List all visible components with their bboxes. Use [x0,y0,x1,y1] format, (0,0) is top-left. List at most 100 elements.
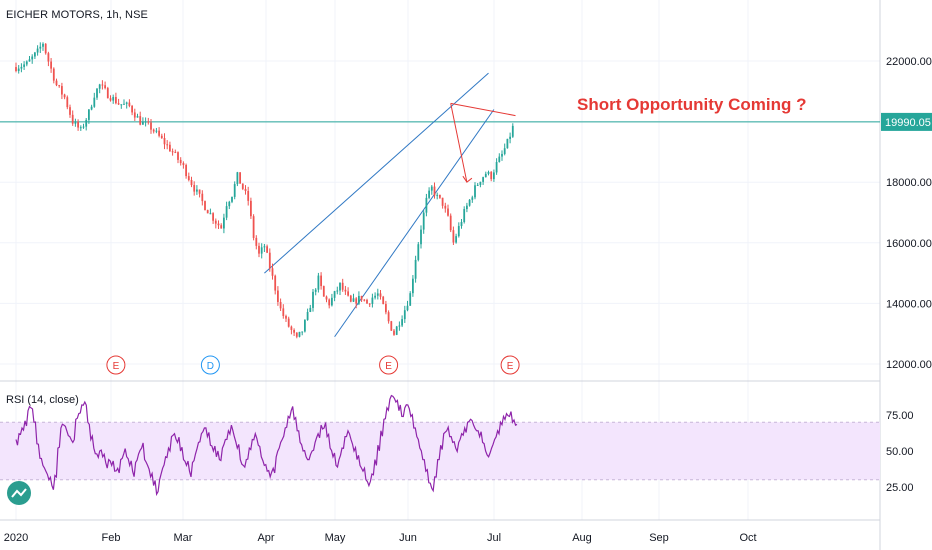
candle-body-77 [223,217,225,229]
candle-body-123 [347,291,349,296]
candle-body-107 [304,319,306,332]
candle-body-54 [160,135,163,139]
candle-body-10 [42,43,44,47]
candle-body-45 [136,116,139,118]
event-marker-2 [379,355,399,375]
candle-body-59 [174,151,177,153]
candle-body-151 [422,212,425,230]
candle-body-99 [282,308,285,316]
candle-body-130 [366,299,368,304]
candle-body-68 [198,189,201,194]
candle-body-26 [85,119,88,127]
candle-body-143 [401,319,403,326]
candle-body-171 [476,184,479,186]
candle-body-34 [106,88,109,99]
candle-body-5 [28,59,31,62]
candle-body-184 [511,125,514,137]
candle-body-158 [441,197,444,206]
rsi-title: RSI (14, close) [6,394,79,406]
candle-body-49 [147,121,150,123]
candle-body-70 [204,201,206,211]
candle-body-96 [274,275,277,291]
candle-body-65 [190,179,193,186]
candle-body-108 [306,311,309,320]
candle-body-21 [71,114,74,124]
time-tick-label-6: Jul [487,532,501,544]
candle-body-94 [268,252,271,269]
candle-body-150 [420,229,422,245]
candle-body-39 [120,104,123,106]
candle-body-24 [79,127,82,129]
candle-body-60 [177,152,179,160]
candle-body-16 [58,85,61,87]
candle-body-149 [417,244,420,260]
candle-body-175 [487,171,490,174]
candle-body-141 [395,326,398,335]
event-label-1: D [207,361,214,372]
candle-body-179 [498,156,501,163]
tradingview-logo-icon [7,481,31,505]
candle-body-67 [196,189,198,192]
candle-body-115 [325,296,328,300]
price-tick-label-0: 22000.00 [886,56,932,68]
candle-body-37 [115,96,117,104]
candle-body-144 [403,310,406,320]
candle-body-100 [285,315,287,319]
candle-body-11 [44,43,47,54]
candle-body-64 [187,176,190,180]
candle-body-4 [25,61,28,65]
candle-body-92 [263,246,266,248]
chart-title: EICHER MOTORS, 1h, NSE [6,9,148,21]
candle-body-23 [77,121,79,128]
candle-body-50 [150,122,152,130]
rsi-tick-label-1: 50.00 [886,446,914,458]
candle-body-32 [101,84,104,86]
candle-body-117 [331,297,333,306]
candle-body-153 [428,190,430,198]
candle-body-136 [382,296,385,305]
candle-body-101 [287,318,290,327]
candle-body-177 [493,172,495,180]
candle-body-164 [457,226,460,237]
candle-body-148 [414,259,417,279]
candle-body-33 [104,85,106,89]
candle-body-13 [50,61,52,69]
candle-body-147 [412,278,414,294]
time-tick-label-0: 2020 [4,532,28,544]
candle-body-91 [260,247,263,254]
candle-body-6 [31,56,34,60]
price-tick-label-1: 18000.00 [886,177,932,189]
candle-body-128 [360,295,363,300]
candle-body-35 [109,98,112,101]
candle-body-109 [309,307,312,312]
candle-body-156 [436,194,439,196]
candle-body-29 [93,97,96,107]
candle-body-169 [471,197,474,200]
candle-body-40 [123,103,125,105]
candle-body-47 [142,121,144,125]
chart-annotation: Short Opportunity Coming ? [577,95,807,114]
candle-body-12 [47,53,50,62]
candle-body-14 [52,68,55,81]
price-tick-label-3: 14000.00 [886,298,932,310]
rsi-tick-label-2: 25.00 [886,482,914,494]
candle-body-170 [474,185,476,198]
candle-body-180 [501,153,503,157]
rsi-line [15,394,518,497]
candle-body-122 [344,289,347,292]
candle-body-183 [509,136,511,139]
candle-body-66 [193,185,196,192]
candle-body-127 [358,295,360,304]
short-arrow-tail [450,102,516,117]
candle-body-110 [312,291,314,308]
last-price-label: 19990.05 [885,117,931,129]
time-tick-label-7: Aug [572,532,592,544]
candle-body-106 [301,331,304,333]
candle-body-105 [298,331,301,337]
candle-body-19 [66,97,69,108]
candle-body-154 [430,186,433,191]
time-tick-label-9: Oct [739,532,756,544]
candle-body-140 [393,330,395,335]
